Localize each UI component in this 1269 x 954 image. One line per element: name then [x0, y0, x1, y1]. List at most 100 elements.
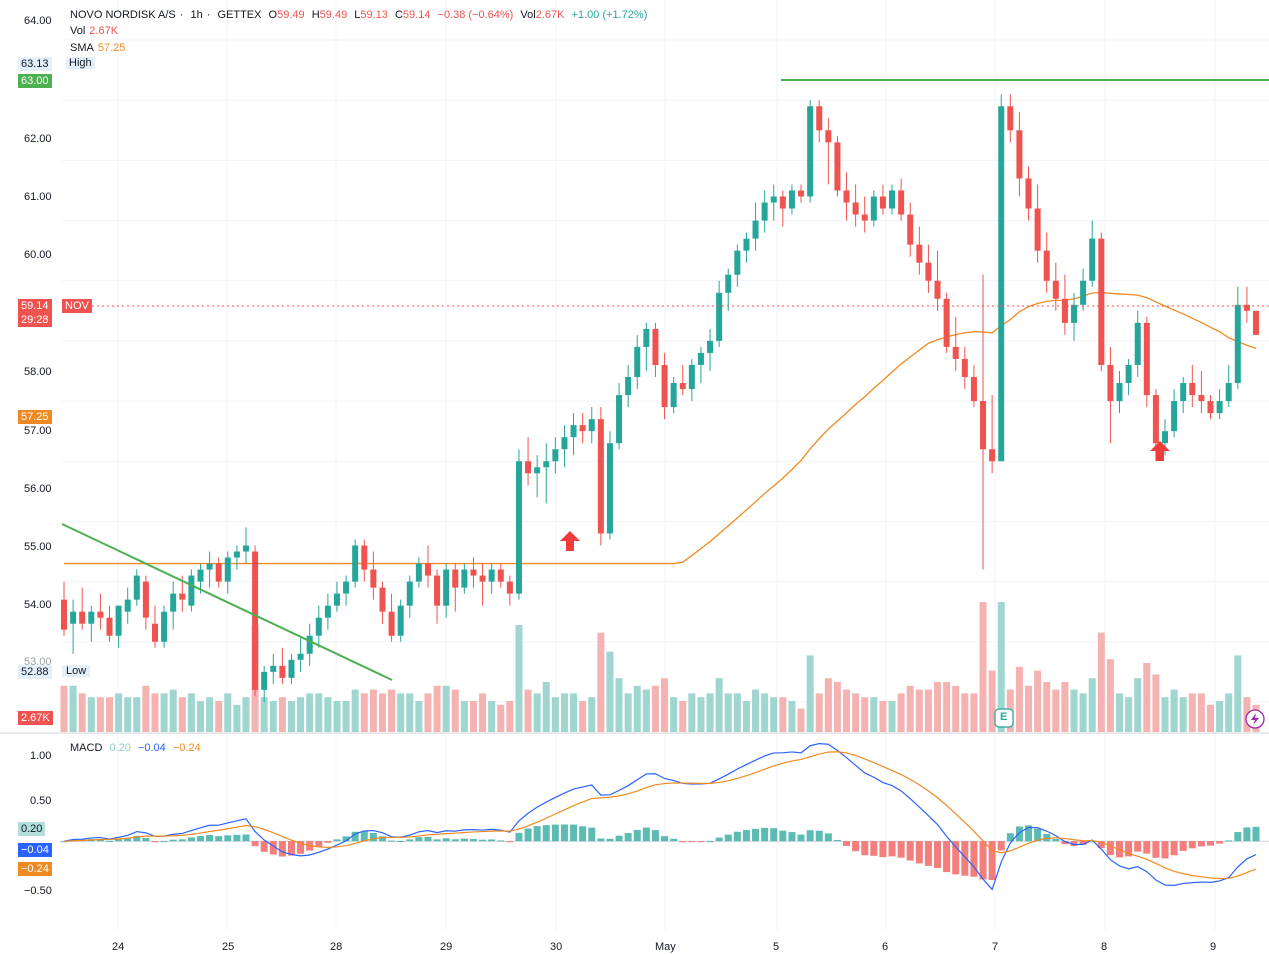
macd-histogram-bar [460, 838, 468, 842]
candle-body [861, 214, 868, 221]
volume-bar [260, 697, 268, 732]
candle-body [1207, 401, 1214, 414]
volume-bar [515, 625, 523, 732]
macd-histogram-bar [934, 841, 942, 869]
candle-body [1216, 401, 1223, 414]
candle-body [115, 605, 122, 636]
volume-bar [506, 701, 514, 732]
macd-histogram-bar [715, 837, 723, 842]
candle-body [1107, 364, 1114, 402]
time-label: 29 [440, 941, 453, 953]
candle-body [1234, 304, 1241, 384]
macd-histogram-bar [542, 825, 550, 842]
macd-histogram-bar [105, 840, 113, 842]
volume-bar [178, 697, 186, 732]
volume-bar [1225, 693, 1233, 732]
macd-histogram-bar [770, 828, 778, 842]
macd-histogram-bar [151, 841, 159, 843]
macd-histogram-bar [160, 841, 168, 843]
candle-body [61, 599, 67, 630]
volume-bar [224, 693, 232, 732]
volume-legend[interactable]: Vol 2.67K [70, 23, 122, 39]
volume-bar [779, 697, 787, 732]
candle-body [1225, 383, 1232, 402]
interval[interactable]: 1h [190, 9, 203, 21]
candle-body [379, 587, 386, 612]
volume-bar [415, 701, 423, 732]
time-label: 30 [550, 941, 563, 953]
volume-bar [1088, 678, 1096, 732]
lightning-icon[interactable] [1245, 709, 1265, 729]
candle-body [961, 358, 968, 378]
candle-body [142, 581, 149, 618]
high-label: High [66, 57, 95, 69]
volume-bar [297, 697, 305, 732]
volume-bar [870, 697, 878, 732]
candle-body [852, 202, 859, 215]
sma-legend[interactable]: SMA 57.25 [70, 40, 129, 56]
macd-tick: −0.50 [24, 885, 52, 897]
macd-legend[interactable]: MACD 0.20 −0.04 −0.24 [70, 740, 205, 756]
volume-bar [843, 689, 851, 732]
earnings-marker-icon[interactable] [994, 708, 1014, 728]
price-tick: 62.00 [24, 133, 52, 145]
candle-body [970, 377, 977, 402]
macd-pane [60, 742, 1269, 891]
downtrend-line[interactable] [61, 523, 393, 681]
volume-bar [651, 685, 659, 732]
candle-body [597, 419, 604, 534]
macd-histogram-bar [1225, 840, 1233, 842]
volume-bar [806, 655, 814, 732]
macd-histogram-bar [688, 841, 696, 843]
macd-histogram-bar [324, 841, 332, 843]
candle-body [1071, 304, 1078, 323]
macd-histogram-bar [1161, 841, 1169, 859]
volume-bar [579, 701, 587, 732]
candle-body [279, 665, 286, 678]
macd-histogram-bar [724, 834, 732, 842]
volume-bar [287, 701, 295, 732]
buy-arrow-2-icon [1150, 441, 1170, 461]
candle-body [297, 653, 304, 660]
volume-bar [442, 685, 450, 732]
vol-label: Vol [70, 25, 86, 37]
candle-body [625, 377, 632, 396]
volume-bar [378, 693, 386, 732]
macd-histogram-bar [752, 828, 760, 842]
macd-histogram-bar [515, 832, 523, 842]
macd-histogram-bar [997, 841, 1005, 851]
last-price-tag: 59.14 [18, 299, 52, 313]
candle-body [716, 292, 723, 341]
macd-histogram-bar [224, 835, 232, 842]
macd-histogram-bar [852, 841, 860, 852]
volume-bar [1070, 689, 1078, 732]
macd-histogram-bar [196, 835, 204, 842]
ohlc-legend[interactable]: NOVO NORDISK A/S · 1h · GETTEX O59.49 H59.… [70, 9, 648, 21]
header-vol-change: +1.00 (+1.72%) [571, 9, 648, 21]
volume-bar [187, 693, 195, 732]
volume-bar [133, 697, 141, 732]
macd-histogram-bar [943, 841, 951, 873]
candle-body [889, 190, 896, 209]
open-value: 59.49 [277, 9, 305, 21]
candle-body [233, 551, 240, 558]
macd-histogram-bar [297, 841, 305, 854]
earnings-marker-label: E [1000, 711, 1008, 723]
price-change: −0.38 (−0.64%) [437, 9, 514, 21]
macd-histogram-bar [1025, 825, 1033, 842]
macd-histogram-bar [178, 839, 186, 842]
volume-bar [915, 689, 923, 732]
volume-bar [642, 689, 650, 732]
candle-body [1253, 310, 1259, 335]
candle-body [1189, 383, 1196, 396]
volume-bar [1015, 666, 1023, 732]
candle-body [161, 611, 168, 642]
macd-histogram-bar [1252, 826, 1260, 842]
candle-body [1016, 130, 1023, 179]
symbol-name[interactable]: NOVO NORDISK A/S [70, 9, 176, 21]
low-label: L [354, 9, 361, 21]
macd-histogram-bar [433, 839, 441, 842]
volume-bar [451, 689, 459, 732]
macd-histogram-bar [633, 829, 641, 842]
